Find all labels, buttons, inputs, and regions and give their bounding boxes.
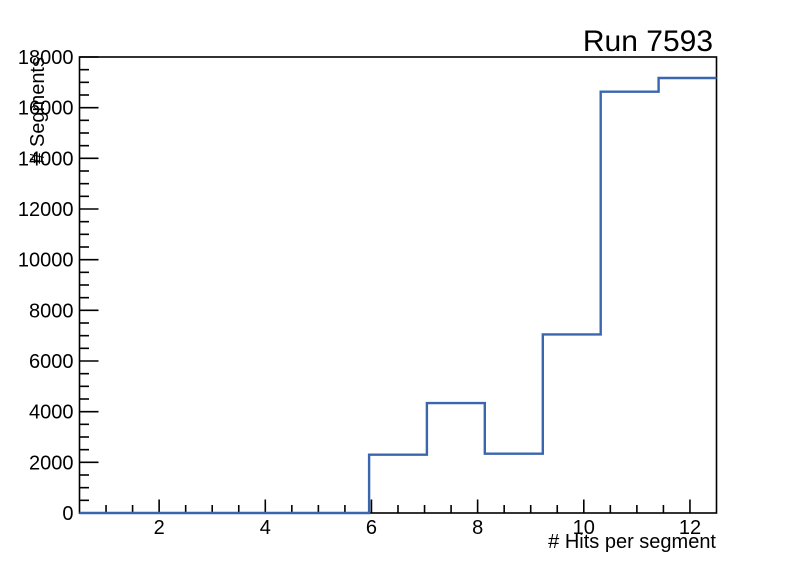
y-tick-label: 18000 xyxy=(18,47,74,69)
x-tick-label: 8 xyxy=(472,517,483,539)
y-tick-label: 4000 xyxy=(29,402,74,424)
y-tick-label: 14000 xyxy=(18,148,74,170)
histogram-line xyxy=(79,76,717,515)
plot-frame xyxy=(78,56,718,514)
x-tick-label: 4 xyxy=(260,517,271,539)
plot-title: Run 7593 xyxy=(583,25,713,58)
x-axis-title: # Hits per segment xyxy=(548,531,716,553)
y-tick-label: 6000 xyxy=(29,351,74,373)
y-tick-label: 8000 xyxy=(29,300,74,322)
y-tick-label: 10000 xyxy=(18,250,74,272)
y-tick-label: 12000 xyxy=(18,199,74,221)
y-axis-title: # Segments xyxy=(27,57,49,164)
x-tick-label: 10 xyxy=(573,517,595,539)
plot-generated-layer: 2 4 6 8 10 12 0 2000 4000 6000 8000 10000 12000 14000… xyxy=(18,47,718,539)
x-tick-label: 12 xyxy=(679,517,701,539)
y-tick-label: 0 xyxy=(62,503,73,525)
x-tick-label: 6 xyxy=(366,517,377,539)
y-tick-label: 16000 xyxy=(18,98,74,120)
y-tick-label: 2000 xyxy=(29,452,74,474)
x-tick-label: 2 xyxy=(154,517,165,539)
